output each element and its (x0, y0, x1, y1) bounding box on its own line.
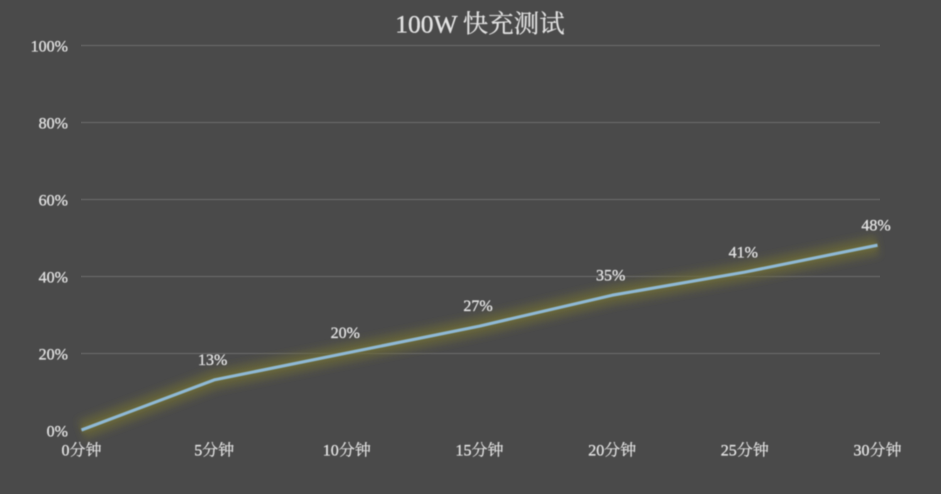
svg-text:15: 15 (456, 443, 472, 460)
svg-text:5: 5 (194, 443, 202, 460)
svg-text:100%: 100% (31, 39, 68, 56)
svg-text:40%: 40% (39, 270, 68, 287)
svg-text:20%: 20% (331, 325, 360, 342)
svg-text:0%: 0% (47, 424, 68, 441)
svg-text:60%: 60% (39, 193, 68, 210)
svg-text:13%: 13% (198, 352, 227, 369)
svg-text:20%: 20% (39, 347, 68, 364)
svg-text:27%: 27% (463, 298, 492, 315)
svg-text:30: 30 (854, 443, 870, 460)
svg-text:80%: 80% (39, 116, 68, 133)
svg-text:35%: 35% (596, 267, 625, 284)
svg-text:20: 20 (588, 443, 604, 460)
svg-text:10: 10 (323, 443, 339, 460)
svg-text:41%: 41% (729, 244, 758, 261)
svg-text:0: 0 (62, 443, 70, 460)
svg-text:25: 25 (721, 443, 737, 460)
svg-text:48%: 48% (861, 217, 890, 234)
svg-text:100W: 100W (395, 10, 458, 39)
